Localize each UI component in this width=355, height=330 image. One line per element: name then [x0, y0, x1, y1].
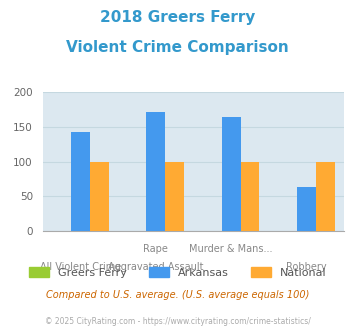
Bar	[146, 112, 165, 231]
Text: Robbery: Robbery	[286, 262, 327, 272]
Bar	[241, 162, 260, 231]
Text: Aggravated Assault: Aggravated Assault	[108, 262, 203, 272]
Bar	[222, 117, 241, 231]
Text: 2018 Greers Ferry: 2018 Greers Ferry	[100, 10, 255, 25]
Text: Murder & Mans...: Murder & Mans...	[190, 244, 273, 254]
Bar	[316, 162, 335, 231]
Text: Compared to U.S. average. (U.S. average equals 100): Compared to U.S. average. (U.S. average …	[46, 290, 309, 300]
Text: Rape: Rape	[143, 244, 168, 254]
Bar	[165, 162, 184, 231]
Text: Violent Crime Comparison: Violent Crime Comparison	[66, 40, 289, 54]
Text: All Violent Crime: All Violent Crime	[40, 262, 121, 272]
Bar	[297, 187, 316, 231]
Bar	[71, 132, 90, 231]
Bar	[90, 162, 109, 231]
Text: © 2025 CityRating.com - https://www.cityrating.com/crime-statistics/: © 2025 CityRating.com - https://www.city…	[45, 317, 310, 326]
Legend: Greers Ferry, Arkansas, National: Greers Ferry, Arkansas, National	[24, 263, 331, 282]
